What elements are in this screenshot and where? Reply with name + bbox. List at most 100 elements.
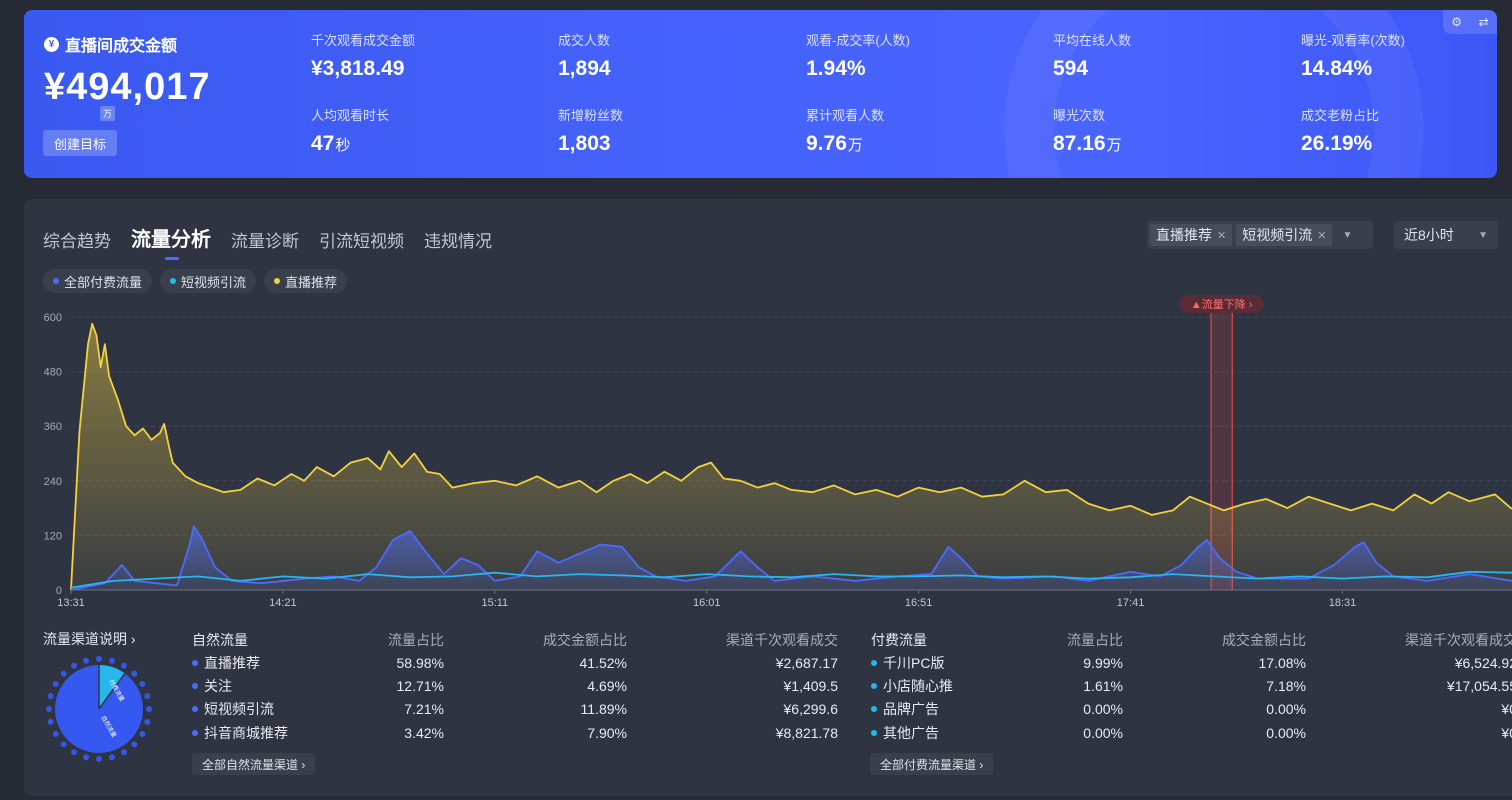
donut-ring-dot	[71, 749, 77, 756]
tab-4[interactable]: 违规情况	[424, 232, 492, 251]
channel-explain-link[interactable]: 流量渠道说明 ›	[43, 631, 136, 647]
gmv-per-mille: ¥2,687.17	[775, 654, 838, 671]
chevron-down-icon[interactable]: ▼	[1342, 229, 1353, 241]
filter-chip-live-recommend[interactable]: 直播推荐 ✕	[1150, 224, 1233, 246]
y-tick-label: 360	[44, 421, 62, 433]
donut-ring-dot	[144, 693, 151, 700]
donut-ring-dot	[71, 662, 77, 669]
column-header: 自然流量	[192, 632, 248, 648]
create-target-button[interactable]: 创建目标	[43, 130, 117, 156]
channel-dot	[871, 659, 877, 666]
traffic-share: 0.00%	[1083, 724, 1123, 741]
metric-value: ¥3,818.49	[311, 57, 405, 80]
tab-0[interactable]: 综合趋势	[43, 232, 111, 251]
column-header: 流量占比	[388, 632, 444, 648]
column-header: 成交金额占比	[1222, 632, 1306, 648]
metric-value: 1,894	[558, 57, 611, 80]
close-icon[interactable]: ✕	[1217, 229, 1227, 242]
donut-ring-dot	[96, 756, 102, 762]
metric-card: 成交老粉占比 26.19%	[1301, 105, 1379, 156]
metric-label: 人均观看时长	[311, 108, 390, 123]
table-row: 千川PC版 9.99% 17.08% ¥6,524.92	[871, 651, 1512, 674]
gmv-per-mille: ¥6,524.92	[1454, 654, 1512, 671]
channel-name: 千川PC版	[871, 653, 1041, 673]
table-row: 直播推荐 58.98% 41.52% ¥2,687.17	[192, 651, 838, 674]
settings-icon[interactable]: ⚙	[1451, 15, 1463, 29]
metric-value: 1,803	[558, 132, 611, 155]
gmv-share: 7.18%	[1266, 677, 1306, 694]
table-row: 短视频引流 7.21% 11.89% ¥6,299.6	[192, 698, 838, 721]
donut-ring-dot	[131, 670, 138, 677]
banner-tools: ⚙ ⇄	[1443, 10, 1497, 34]
donut-ring-dot	[83, 657, 90, 664]
metric-value: 87.16万	[1053, 132, 1122, 155]
donut-paid-slice	[99, 665, 125, 709]
metric-value: 594	[1053, 57, 1089, 80]
all-paid-channels-button[interactable]: 全部付费流量渠道 ›	[870, 753, 994, 775]
alert-label: ▲流量下降 ›	[1191, 297, 1253, 311]
metric-card: 千次观看成交金额 ¥3,818.49	[311, 30, 415, 81]
legend-item[interactable]: 直播推荐	[264, 269, 348, 293]
donut-ring-dot	[121, 662, 127, 669]
channel-dot	[192, 659, 198, 666]
channel-dot	[871, 682, 877, 689]
series-area-paid	[71, 526, 1512, 590]
metric-card: 累计观看人数 9.76万	[806, 105, 884, 156]
filter-chip-short-video[interactable]: 短视频引流 ✕	[1236, 224, 1333, 246]
all-natural-channels-button[interactable]: 全部自然流量渠道 ›	[192, 753, 316, 775]
legend-item[interactable]: 全部付费流量	[43, 269, 153, 293]
series-line-live-recommend	[70, 322, 1512, 591]
donut-ring-dot	[60, 670, 67, 677]
table-header: 自然流量 流量占比 成交金额占比 渠道千次观看成交	[192, 629, 838, 651]
channel-name: 品牌广告	[871, 699, 1041, 719]
metric-value: 47秒	[311, 132, 351, 155]
donut-ring-dot	[108, 657, 115, 664]
metric-label: 成交老粉占比	[1301, 108, 1380, 123]
main-kpi-title: ¥ 直播间成交金额	[44, 32, 177, 56]
x-tick-label: 14:21	[269, 597, 297, 609]
channel-dot	[871, 729, 877, 736]
panel-tabs: 综合趋势 流量分析 流量诊断 引流短视频 违规情况	[43, 223, 492, 260]
gmv-share: 11.89%	[580, 701, 627, 718]
column-header: 渠道千次观看成交	[726, 632, 838, 648]
column-header: 付费流量	[871, 632, 927, 648]
channel-filter[interactable]: 直播推荐 ✕ 短视频引流 ✕ ▼	[1147, 221, 1373, 249]
gmv-share: 17.08%	[1258, 654, 1306, 671]
legend-item[interactable]: 短视频引流	[160, 269, 257, 293]
table-row: 关注 12.71% 4.69% ¥1,409.5	[192, 674, 838, 697]
time-range-select[interactable]: 近8小时 ▼	[1394, 221, 1498, 249]
gmv-per-mille: ¥8,821.78	[775, 724, 838, 741]
close-icon[interactable]: ✕	[1317, 229, 1327, 242]
x-tick-label: 16:01	[693, 597, 721, 609]
metric-card: 曝光次数 87.16万	[1053, 105, 1122, 156]
table-row: 其他广告 0.00% 0.00% ¥0	[871, 721, 1512, 744]
metric-value: 1.94%	[806, 57, 866, 80]
donut-ring-dot	[146, 706, 152, 712]
swap-icon[interactable]: ⇄	[1478, 15, 1489, 29]
x-tick-label: 13:31	[57, 597, 85, 609]
traffic-share: 0.00%	[1083, 701, 1123, 718]
legend-label: 直播推荐	[285, 274, 338, 290]
kpi-banner: ⚙ ⇄ ¥ 直播间成交金额 ¥494,017 万 创建目标 千次观看成交金额 ¥3…	[24, 10, 1497, 178]
series-line-paid	[70, 525, 1512, 591]
legend-dot	[274, 278, 281, 284]
donut-ring-dot	[47, 718, 54, 725]
table-row: 小店随心推 1.61% 7.18% ¥17,054.55	[871, 674, 1512, 697]
metric-label: 平均在线人数	[1053, 33, 1132, 48]
legend-label: 全部付费流量	[64, 274, 143, 290]
traffic-share: 9.99%	[1083, 654, 1123, 671]
metric-card: 观看-成交率(人数) 1.94%	[806, 30, 910, 81]
gmv-share: 4.69%	[587, 677, 627, 694]
metric-value: 26.19%	[1301, 132, 1373, 155]
y-tick-label: 0	[56, 585, 62, 597]
donut-ring-dot	[108, 754, 115, 761]
donut-ring-dot	[52, 681, 59, 687]
donut-ring-dot	[139, 731, 146, 737]
traffic-share: 1.61%	[1083, 677, 1123, 694]
tab-3[interactable]: 引流短视频	[319, 232, 404, 251]
gmv-share: 0.00%	[1266, 724, 1306, 741]
tab-1[interactable]: 流量分析	[131, 223, 211, 260]
channel-name: 关注	[192, 676, 362, 696]
tab-2[interactable]: 流量诊断	[231, 232, 299, 251]
